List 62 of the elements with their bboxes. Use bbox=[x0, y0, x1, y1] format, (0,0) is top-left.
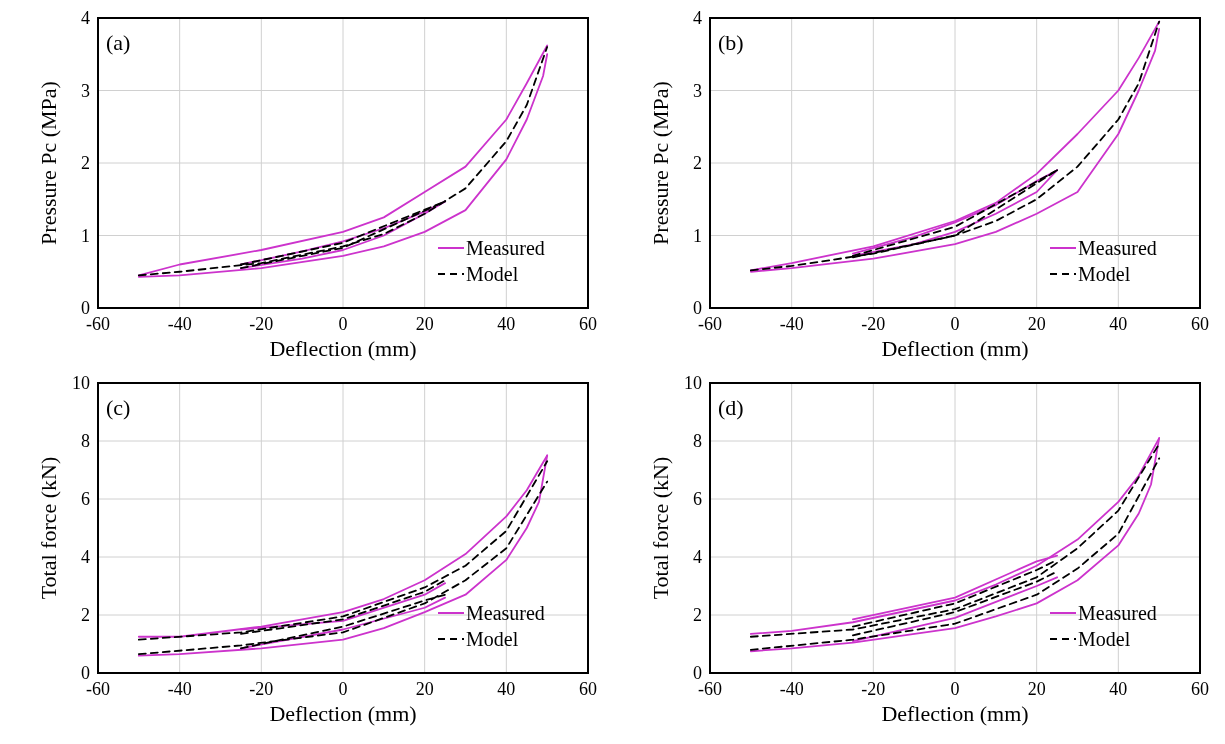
x-tick-label: 20 bbox=[415, 314, 434, 334]
y-tick-label: 6 bbox=[693, 489, 702, 509]
y-tick-label: 1 bbox=[81, 225, 90, 246]
legend-label: Model bbox=[466, 628, 519, 650]
x-tick-label: 0 bbox=[338, 314, 348, 334]
x-tick-label: 20 bbox=[1027, 314, 1046, 334]
y-tick-label: 2 bbox=[693, 605, 702, 625]
annotation: (b) bbox=[718, 30, 744, 55]
x-tick-label: -40 bbox=[167, 314, 192, 334]
x-axis-title: Deflection (mm) bbox=[269, 701, 417, 726]
x-tick-label: 60 bbox=[579, 314, 597, 334]
legend-label: Model bbox=[1078, 628, 1131, 650]
x-tick-label: -40 bbox=[167, 679, 192, 699]
y-tick-label: 4 bbox=[81, 8, 90, 28]
annotation: (d) bbox=[718, 395, 744, 420]
y-tick-label: 4 bbox=[81, 547, 90, 567]
legend-label: Model bbox=[1078, 263, 1131, 285]
x-tick-label: 20 bbox=[1027, 679, 1046, 699]
annotation: (a) bbox=[106, 30, 131, 55]
y-tick-label: 3 bbox=[81, 80, 90, 101]
y-tick-label: 3 bbox=[693, 80, 702, 101]
legend-label: Model bbox=[466, 263, 519, 285]
legend-label: Measured bbox=[1078, 602, 1157, 624]
y-tick-label: 2 bbox=[693, 153, 702, 173]
x-tick-label: 60 bbox=[1191, 314, 1209, 334]
x-tick-label: 40 bbox=[1109, 679, 1128, 699]
y-axis-title: Pressure Pc (MPa) bbox=[36, 81, 61, 245]
legend-label: Measured bbox=[466, 237, 545, 259]
x-tick-label: 60 bbox=[1191, 679, 1209, 699]
x-tick-label: -40 bbox=[779, 679, 804, 699]
y-tick-label: 4 bbox=[693, 8, 702, 28]
x-tick-label: 0 bbox=[950, 679, 960, 699]
legend-label: Measured bbox=[466, 602, 545, 624]
x-tick-label: 60 bbox=[579, 679, 597, 699]
y-tick-label: 8 bbox=[693, 431, 702, 451]
x-tick-label: 0 bbox=[950, 314, 960, 334]
y-tick-label: 10 bbox=[72, 373, 90, 393]
y-tick-label: 2 bbox=[81, 153, 90, 173]
x-tick-label: 40 bbox=[1109, 314, 1128, 334]
y-tick-label: 4 bbox=[693, 547, 702, 567]
annotation: (c) bbox=[106, 395, 131, 420]
y-tick-label: 2 bbox=[81, 605, 90, 625]
x-tick-label: 40 bbox=[497, 679, 516, 699]
x-tick-label: -40 bbox=[779, 314, 804, 334]
x-tick-label: -20 bbox=[249, 679, 274, 699]
y-axis-title: Pressure Pc (MPa) bbox=[648, 81, 673, 245]
y-axis-title: Total force (kN) bbox=[36, 456, 61, 600]
y-tick-label: 6 bbox=[81, 489, 90, 509]
x-tick-label: 0 bbox=[338, 679, 348, 699]
x-tick-label: -20 bbox=[861, 314, 886, 334]
y-tick-label: 10 bbox=[684, 373, 702, 393]
y-axis-title: Total force (kN) bbox=[648, 456, 673, 600]
x-axis-title: Deflection (mm) bbox=[269, 336, 417, 361]
legend-label: Measured bbox=[1078, 237, 1157, 259]
x-tick-label: -20 bbox=[249, 314, 274, 334]
x-tick-label: 40 bbox=[497, 314, 516, 334]
x-tick-label: -20 bbox=[861, 679, 886, 699]
y-tick-label: 8 bbox=[81, 431, 90, 451]
x-axis-title: Deflection (mm) bbox=[881, 701, 1029, 726]
x-tick-label: 20 bbox=[415, 679, 434, 699]
y-tick-label: 1 bbox=[693, 225, 702, 246]
x-axis-title: Deflection (mm) bbox=[881, 336, 1029, 361]
